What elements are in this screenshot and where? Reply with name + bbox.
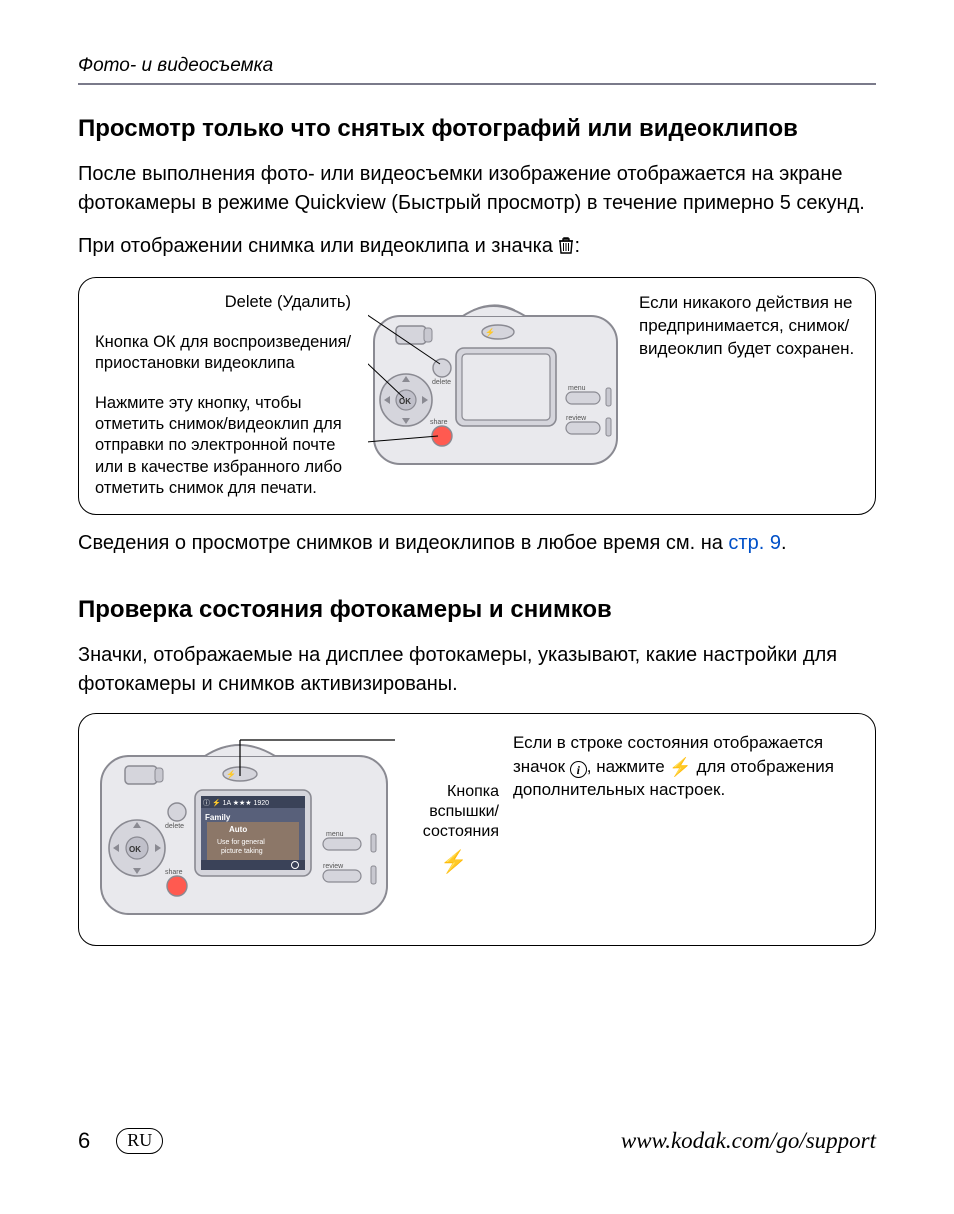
svg-text:review: review	[323, 863, 344, 870]
page-number: 6	[78, 1128, 90, 1154]
diagram2-box: ⚡ ⓘ ⚡ 1A ★★★ 1920 Family Auto Use for ge…	[78, 713, 876, 946]
svg-text:delete: delete	[165, 823, 184, 830]
diagram1-right-text: Если никакого действия не предпринимаетс…	[635, 292, 859, 361]
running-header: Фото- и видеосъемка	[78, 55, 876, 85]
svg-text:menu: menu	[326, 831, 344, 838]
svg-text:menu: menu	[568, 385, 586, 392]
section2-title: Проверка состояния фотокамеры и снимков	[78, 594, 876, 625]
page-footer: 6 RU www.kodak.com/go/support	[78, 1128, 876, 1154]
callout-delete: Delete (Удалить)	[95, 292, 355, 313]
section1-p1: После выполнения фото- или видеосъемки и…	[78, 160, 876, 218]
section1-p2: При отображении снимка или видеоклипа и …	[78, 232, 876, 263]
diagram2-mid-label: Кнопка вспышки/ состояния ⚡	[409, 732, 499, 876]
section2-p1: Значки, отображаемые на дисплее фотокаме…	[78, 641, 876, 699]
svg-text:share: share	[430, 419, 448, 426]
svg-text:Family: Family	[205, 813, 231, 822]
s1-after-link: .	[781, 532, 787, 554]
svg-text:Use for general: Use for general	[217, 839, 265, 846]
diagram1-box: Delete (Удалить) Кнопка ОК для воспроизв…	[78, 277, 876, 515]
svg-text:picture taking: picture taking	[221, 848, 263, 855]
svg-text:delete: delete	[432, 379, 451, 386]
s1-p2-before: При отображении снимка или видеоклипа и …	[78, 235, 558, 257]
flash-icon-inline: ⚡	[669, 757, 691, 777]
camera-illustration-1: ⚡ OK delete share menu review	[365, 292, 625, 472]
diagram1-left-callouts: Delete (Удалить) Кнопка ОК для воспроизв…	[95, 292, 355, 500]
svg-text:OK: OK	[129, 845, 141, 854]
svg-text:⚡: ⚡	[226, 769, 236, 779]
s1-p2-after: :	[574, 235, 580, 257]
svg-text:ⓘ ⚡ 1A ★★★ 1920: ⓘ ⚡ 1A ★★★ 1920	[203, 798, 269, 807]
section1-title: Просмотр только что снятых фотографий ил…	[78, 113, 876, 144]
camera-illustration-2: ⚡ ⓘ ⚡ 1A ★★★ 1920 Family Auto Use for ge…	[95, 732, 395, 927]
svg-text:OK: OK	[399, 397, 411, 406]
info-icon: i	[570, 761, 587, 778]
d2-r-2: , нажмите	[587, 757, 670, 776]
footer-url[interactable]: www.kodak.com/go/support	[621, 1128, 876, 1154]
callout-share: Нажмите эту кнопку, чтобы отметить снимо…	[95, 393, 355, 500]
diagram2-right-text: Если в строке состояния отображается зна…	[513, 732, 859, 802]
svg-text:review: review	[566, 415, 587, 422]
flash-status-label: Кнопка вспышки/ состояния	[423, 783, 499, 840]
lang-badge: RU	[116, 1128, 163, 1154]
svg-text:Auto: Auto	[229, 825, 247, 834]
svg-text:⚡: ⚡	[485, 327, 495, 337]
trash-icon	[558, 234, 574, 263]
flash-icon: ⚡	[409, 848, 499, 876]
callout-ok: Кнопка ОК для воспроизведения/ приостано…	[95, 332, 355, 375]
page-ref-link[interactable]: стр. 9	[728, 532, 781, 554]
s1-after-before-link: Сведения о просмотре снимков и видеоклип…	[78, 532, 728, 554]
svg-text:share: share	[165, 869, 183, 876]
section1-after-diagram: Сведения о просмотре снимков и видеоклип…	[78, 529, 876, 558]
